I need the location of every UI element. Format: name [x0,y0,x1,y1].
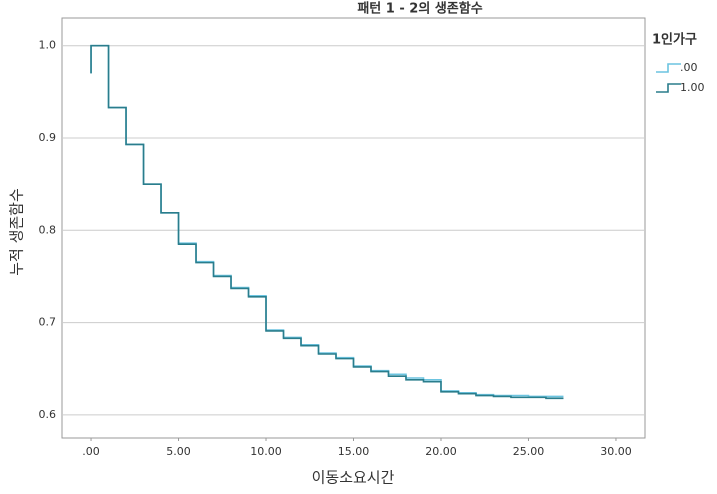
y-tick-label: 0.9 [39,131,57,144]
chart-title: 패턴 1 - 2의 생존함수 [357,1,482,17]
legend-swatch [656,83,681,93]
legend-label: 1.00 [680,81,705,94]
legend-swatch [656,63,681,73]
x-tick-label: .00 [82,445,100,458]
survival-line [90,44,564,400]
x-tick-label: 5.00 [166,445,191,458]
x-tick-label: 30.00 [600,445,632,458]
y-tick-label: 0.7 [39,316,57,329]
x-tick-label: 10.00 [250,445,282,458]
x-tick-label: 20.00 [425,445,457,458]
legend-title: 1인가구 [652,32,697,48]
y-axis-label: 누적 생존함수 [8,188,26,276]
x-tick-label: 25.00 [513,445,545,458]
y-tick-label: 1.0 [39,39,57,52]
y-tick-label: 0.6 [39,408,57,421]
legend-label: .00 [680,61,698,74]
x-axis-label: 이동소요시간 [312,469,395,487]
survival-line [90,44,564,398]
plot-frame [61,17,646,439]
x-tick-label: 15.00 [338,445,370,458]
y-tick-label: 0.8 [39,223,57,236]
